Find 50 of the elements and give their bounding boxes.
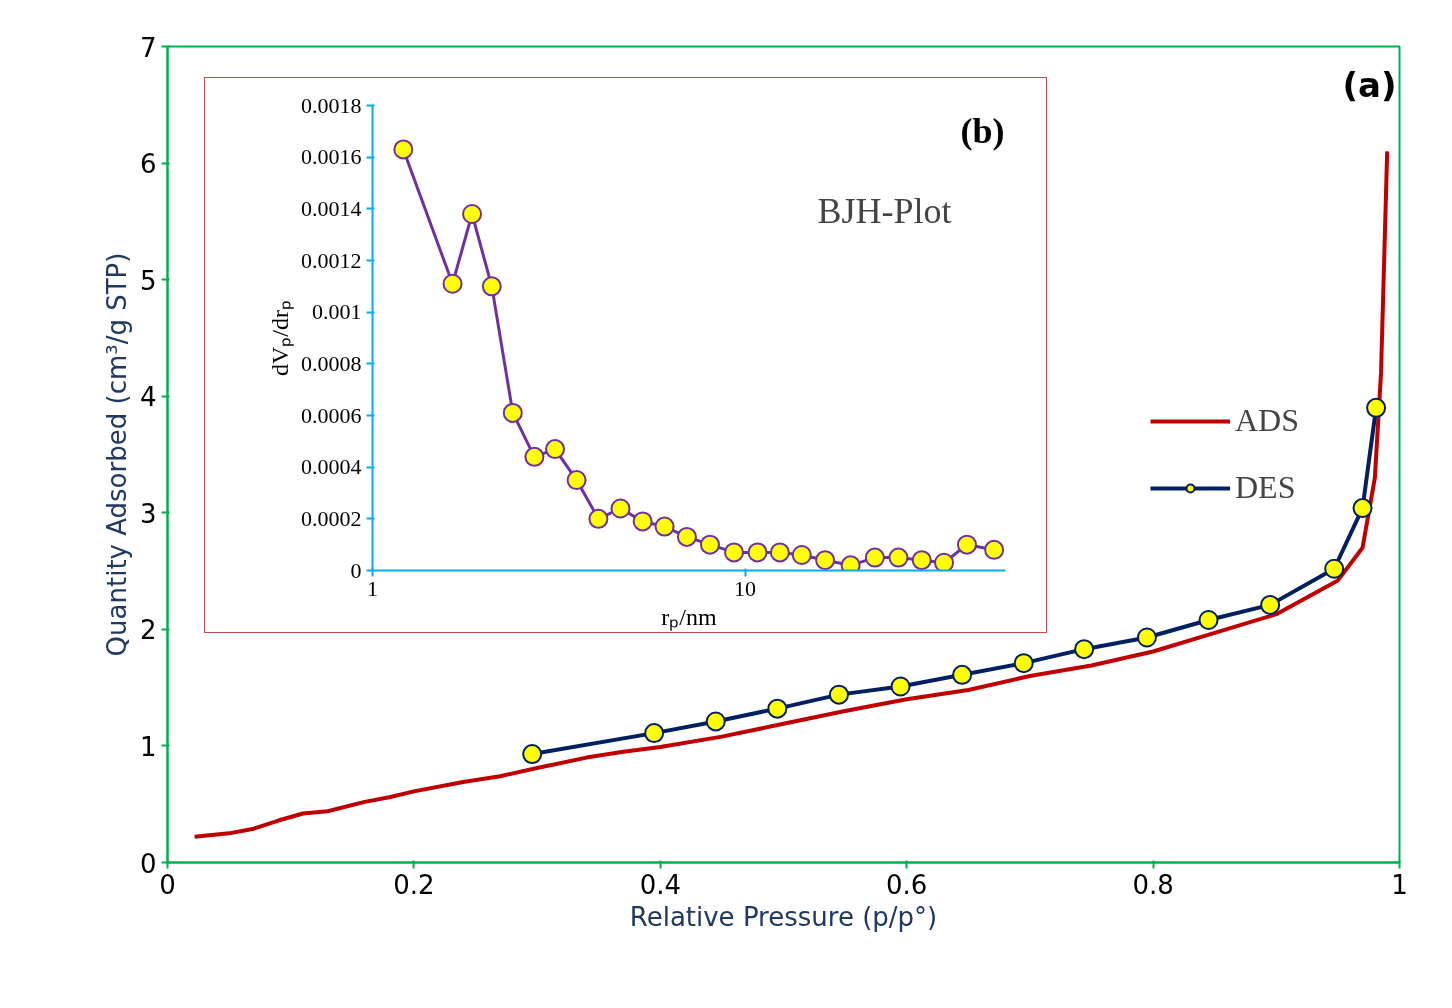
text: BJH-Plot: [817, 190, 952, 231]
point: [952, 664, 973, 685]
legend-label: DES: [1234, 469, 1296, 506]
y-tick-label: 2: [139, 615, 157, 646]
point: [890, 676, 911, 697]
point: [1136, 627, 1157, 648]
point: [1013, 653, 1034, 674]
x-axis-title: rₚ/nm: [661, 603, 717, 631]
y-tick-label: 0.0018: [301, 92, 362, 118]
x-tick-label: 0.2: [393, 869, 435, 900]
y-tick-label: 1: [139, 731, 157, 762]
annotation: (b): [960, 110, 1005, 151]
x-tick-label: 0.4: [639, 869, 681, 900]
x-tick-label: 1: [1391, 869, 1408, 900]
line-series: [192, 149, 1390, 839]
y-tick-label: 0.001: [312, 299, 362, 325]
point: [1324, 558, 1345, 579]
point: [705, 711, 726, 732]
y-tick-label: 0: [139, 848, 157, 879]
y-tick-label: 0.0002: [301, 505, 362, 531]
y-tick-label: 3: [139, 498, 157, 529]
y-axis-title: Quantity Adsorbed (cm³/g STP): [101, 252, 132, 657]
point: [1074, 639, 1095, 660]
y-tick-label: 0.0004: [301, 454, 362, 480]
x-axis-title: Relative Pressure (p/p°): [629, 901, 938, 932]
point: [522, 744, 543, 765]
point: [644, 723, 665, 744]
y-tick-label: 6: [139, 149, 157, 180]
x-tick-label: 0.8: [1132, 869, 1174, 900]
y-axis-title: dVₚ/drₚ: [267, 300, 294, 376]
point: [828, 684, 849, 705]
y-tick-label: 7: [139, 32, 157, 63]
point: [767, 698, 788, 719]
point: [1260, 594, 1281, 615]
y-tick-label: 0.0012: [301, 247, 362, 273]
point: [1366, 397, 1387, 418]
y-tick-label: 0.0016: [301, 144, 362, 170]
y-tick-label: 0.0006: [301, 402, 362, 428]
point: [1352, 498, 1373, 519]
y-tick-label: 0: [350, 557, 362, 583]
x-tick-label: 0: [159, 869, 176, 900]
point: [1198, 610, 1219, 631]
annotation: (a): [1342, 64, 1397, 105]
y-tick-label: 0.0008: [301, 350, 362, 376]
y-tick-label: 0.0014: [301, 195, 362, 221]
x-tick-label: 0.6: [886, 869, 928, 900]
y-tick-label: 5: [139, 265, 157, 296]
y-tick-label: 4: [139, 382, 157, 413]
x-tick-label: 10: [734, 575, 757, 601]
legend-label: ADS: [1234, 402, 1299, 439]
